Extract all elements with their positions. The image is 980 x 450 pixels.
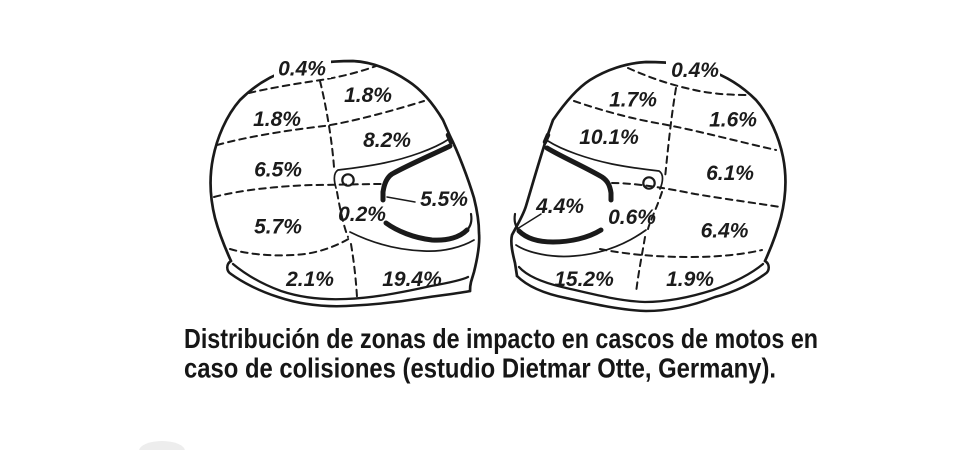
svg-text:10.1%: 10.1% xyxy=(579,126,639,149)
svg-text:0.4%: 0.4% xyxy=(278,58,326,81)
svg-text:8.2%: 8.2% xyxy=(363,129,411,152)
svg-text:1.8%: 1.8% xyxy=(344,84,392,107)
svg-text:15.2%: 15.2% xyxy=(554,268,614,291)
svg-text:caso de colisiones (estudio Di: caso de colisiones (estudio Dietmar Otte… xyxy=(184,353,776,384)
svg-text:2.1%: 2.1% xyxy=(285,268,334,291)
svg-text:4.4%: 4.4% xyxy=(535,195,584,218)
svg-text:1.9%: 1.9% xyxy=(666,268,714,291)
svg-text:5.7%: 5.7% xyxy=(254,216,302,239)
svg-text:0.2%: 0.2% xyxy=(338,203,386,226)
svg-text:19.4%: 19.4% xyxy=(382,268,442,291)
svg-text:6.5%: 6.5% xyxy=(254,159,302,182)
svg-text:6.4%: 6.4% xyxy=(701,220,749,243)
svg-text:1.6%: 1.6% xyxy=(709,109,757,132)
svg-text:1.8%: 1.8% xyxy=(253,108,301,131)
svg-text:Distribución de zonas de impac: Distribución de zonas de impacto en casc… xyxy=(184,323,818,354)
svg-text:6.1%: 6.1% xyxy=(706,162,754,185)
svg-text:0.4%: 0.4% xyxy=(671,59,719,82)
svg-text:0.6%: 0.6% xyxy=(608,206,656,229)
svg-text:5.5%: 5.5% xyxy=(420,188,468,211)
svg-text:1.7%: 1.7% xyxy=(609,89,657,112)
